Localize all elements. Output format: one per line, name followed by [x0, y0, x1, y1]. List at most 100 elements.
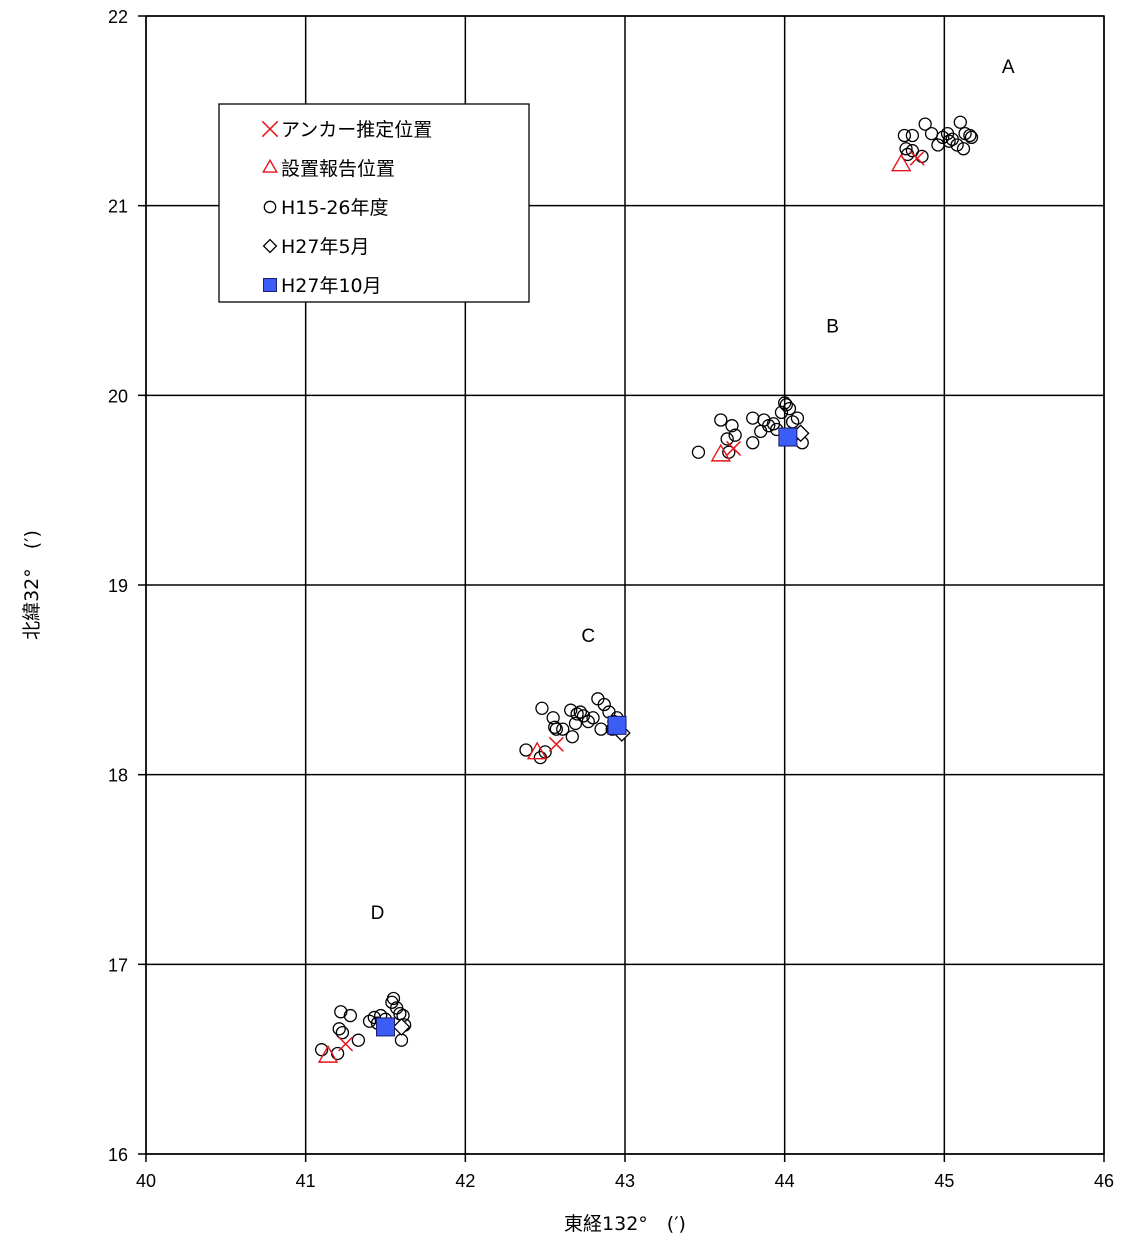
point-circle	[950, 138, 964, 152]
x-axis-title: 東経132° (′)	[564, 1213, 686, 1235]
x-axis-ticks: 40 41 42 43 44 45 46	[136, 1171, 1114, 1191]
site-label-a: A	[1002, 57, 1015, 78]
data-points	[314, 115, 979, 1063]
point-circle	[549, 722, 563, 736]
point-circle	[905, 144, 920, 158]
point-circle	[594, 722, 608, 736]
point-circle	[953, 115, 967, 129]
site-labels: A B C D	[371, 57, 1015, 924]
point-circle	[728, 428, 742, 442]
point-circle	[774, 405, 789, 420]
point-circle	[746, 436, 760, 450]
point-circle	[314, 1043, 329, 1057]
point-x	[548, 736, 564, 752]
y-tick-label: 22	[108, 7, 128, 27]
point-circle	[942, 134, 956, 148]
point-circle	[691, 445, 706, 459]
point-circle	[519, 743, 533, 757]
point-circle	[790, 411, 805, 425]
point-circle	[714, 413, 728, 427]
point-diamond	[392, 1018, 411, 1036]
point-circle	[754, 424, 768, 439]
point-circle	[779, 398, 793, 412]
point-circle	[725, 419, 739, 433]
point-circle	[535, 701, 549, 715]
point-circle	[335, 1025, 350, 1040]
point-circle	[330, 1046, 345, 1061]
point-circle	[564, 703, 578, 717]
point-circle	[362, 1014, 377, 1028]
point-triangle	[317, 1044, 339, 1063]
point-circle	[924, 126, 939, 141]
x-tick-label: 42	[455, 1171, 475, 1191]
series-square	[376, 427, 798, 1037]
y-tick-label: 16	[108, 1145, 128, 1165]
point-circle	[963, 128, 977, 143]
x-tick-label: 46	[1094, 1171, 1114, 1191]
y-tick-label: 18	[108, 766, 128, 786]
point-square	[607, 715, 627, 735]
y-axis-ticks: 16 17 18 19 20 21 22	[108, 7, 128, 1165]
legend-label: 設置報告位置	[281, 158, 395, 180]
legend-label: H27年5月	[281, 236, 370, 258]
point-circle	[899, 142, 913, 156]
point-circle	[570, 707, 584, 721]
series-x	[338, 150, 925, 1052]
legend-marker-circle	[263, 200, 277, 214]
site-label-d: D	[371, 903, 385, 924]
point-circle	[334, 1005, 348, 1019]
point-circle	[956, 142, 971, 156]
point-x	[909, 150, 925, 166]
y-tick-label: 20	[108, 386, 128, 406]
y-axis-title: 北緯32° (′)	[21, 530, 43, 640]
point-circle	[597, 697, 611, 712]
point-circle	[918, 117, 932, 131]
point-circle	[351, 1033, 366, 1047]
point-circle	[586, 711, 600, 725]
point-square	[376, 1017, 395, 1037]
point-circle	[343, 1008, 358, 1023]
point-circle	[568, 716, 583, 731]
series-triangle	[317, 153, 912, 1063]
point-circle	[581, 714, 595, 729]
legend-marker-x	[261, 120, 279, 138]
x-tick-label: 41	[296, 1171, 316, 1191]
point-circle	[905, 128, 920, 143]
point-circle	[915, 149, 929, 164]
legend-label: H15-26年度	[281, 197, 389, 219]
site-label-b: B	[826, 317, 839, 338]
legend-label: アンカー推定位置	[281, 119, 432, 141]
point-circle	[332, 1022, 346, 1036]
point-square	[778, 427, 798, 447]
point-triangle	[526, 741, 548, 760]
x-tick-label: 44	[775, 1171, 795, 1191]
point-circle	[782, 401, 797, 416]
point-x	[726, 440, 742, 456]
legend-marker-triangle	[262, 158, 278, 173]
point-circle	[386, 991, 401, 1006]
plot-area	[145, 15, 1105, 1155]
x-tick-label: 45	[934, 1171, 954, 1191]
legend-marker-diamond	[262, 238, 278, 254]
point-circle	[548, 720, 562, 734]
point-circle	[897, 128, 912, 143]
point-circle	[964, 130, 979, 145]
point-triangle	[710, 443, 732, 462]
legend-box	[218, 103, 530, 303]
point-circle	[565, 730, 579, 744]
legend-marker-square	[263, 278, 277, 292]
x-tick-label: 43	[615, 1171, 635, 1191]
point-circle	[936, 130, 950, 145]
y-tick-label: 17	[108, 955, 128, 975]
y-tick-label: 19	[108, 576, 128, 596]
point-x	[338, 1036, 354, 1052]
point-circle	[556, 722, 570, 736]
x-tick-label: 40	[136, 1171, 156, 1191]
series-diamond	[392, 424, 810, 1036]
y-tick-label: 21	[108, 197, 128, 217]
point-circle	[720, 432, 734, 446]
legend-label: H27年10月	[281, 275, 382, 297]
point-circle	[394, 1033, 409, 1047]
